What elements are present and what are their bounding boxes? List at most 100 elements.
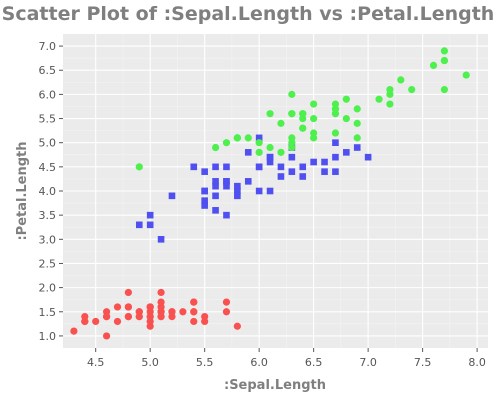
data-point — [212, 178, 219, 185]
data-point — [375, 95, 383, 103]
data-point — [299, 173, 307, 180]
y-tick-label: 7.0 — [39, 40, 57, 53]
y-axis-ticks: 1.0 1.5 2.0 2.5 3.0 3.5 4.0 4.5 5.0 5.5 6.0 6.5 7.0 — [39, 40, 63, 343]
data-point — [353, 134, 361, 142]
data-point — [201, 168, 208, 175]
data-point — [440, 56, 449, 65]
data-point — [146, 221, 154, 229]
y-tick-label: 3.0 — [39, 233, 57, 246]
data-points — [70, 47, 470, 340]
data-point — [288, 139, 296, 147]
x-tick-label: 8.0 — [468, 356, 486, 369]
data-point — [201, 197, 208, 204]
data-point — [234, 182, 241, 190]
data-point — [321, 158, 328, 166]
x-axis-ticks: 4.5 5.0 5.5 6.0 6.5 7.0 7.5 8.0 — [87, 348, 486, 369]
data-point — [223, 163, 230, 171]
data-point — [190, 298, 198, 306]
x-axis-label: :Sepal.Length — [224, 378, 326, 393]
data-point — [81, 317, 89, 326]
data-point — [201, 202, 208, 209]
data-point — [266, 158, 274, 166]
data-point — [135, 163, 143, 171]
data-point — [386, 90, 394, 98]
y-tick-label: 6.0 — [39, 88, 57, 101]
data-point — [223, 182, 230, 190]
data-point — [212, 207, 219, 214]
data-point — [364, 153, 372, 161]
data-point — [299, 124, 307, 132]
data-point — [244, 178, 252, 185]
data-point — [168, 192, 176, 200]
data-point — [255, 134, 263, 142]
chart-title: Scatter Plot of :Sepal.Length vs :Petal.… — [2, 3, 495, 25]
data-point — [266, 143, 274, 152]
data-point — [135, 221, 143, 229]
data-point — [353, 105, 361, 113]
data-point — [222, 308, 231, 316]
y-tick-label: 1.0 — [39, 330, 57, 343]
data-point — [299, 114, 307, 123]
data-point — [332, 168, 339, 175]
data-point — [233, 134, 241, 142]
data-point — [288, 90, 296, 98]
data-point — [277, 163, 285, 171]
y-tick-label: 4.5 — [39, 161, 57, 174]
data-point — [288, 110, 296, 118]
y-tick-label: 2.0 — [39, 282, 57, 295]
data-point — [332, 153, 339, 161]
data-point — [222, 139, 231, 147]
data-point — [201, 187, 208, 195]
data-point — [310, 100, 318, 108]
data-point — [135, 313, 143, 321]
data-point — [331, 129, 340, 137]
data-point — [397, 76, 405, 84]
data-point — [266, 110, 274, 118]
data-point — [157, 288, 165, 297]
data-point — [212, 163, 219, 171]
data-point — [234, 192, 241, 200]
data-point — [266, 187, 274, 195]
data-point — [146, 211, 154, 219]
data-point — [157, 236, 165, 243]
data-point — [233, 322, 241, 330]
data-point — [244, 149, 252, 156]
data-point — [244, 134, 252, 142]
data-point — [310, 158, 317, 166]
data-point — [113, 317, 122, 326]
x-tick-label: 5.5 — [196, 356, 214, 369]
data-point — [255, 163, 263, 171]
x-tick-label: 7.0 — [359, 356, 377, 369]
data-point — [440, 47, 449, 55]
x-tick-label: 5.0 — [141, 356, 159, 369]
x-tick-label: 6.5 — [305, 356, 323, 369]
data-point — [429, 61, 438, 69]
y-tick-label: 3.5 — [39, 209, 57, 222]
x-tick-label: 4.5 — [87, 356, 105, 369]
data-point — [234, 187, 241, 195]
data-point — [168, 308, 176, 316]
data-point — [277, 119, 285, 127]
data-point — [222, 298, 231, 306]
data-point — [342, 114, 350, 123]
data-point — [190, 163, 198, 171]
data-point — [299, 163, 307, 171]
data-point — [353, 144, 361, 151]
data-point — [211, 143, 220, 152]
data-point — [92, 317, 100, 326]
data-point — [331, 105, 340, 113]
data-point — [113, 303, 122, 311]
data-point — [255, 148, 263, 156]
data-point — [310, 114, 318, 123]
data-point — [70, 327, 78, 335]
y-tick-label: 2.5 — [39, 257, 57, 270]
y-tick-label: 5.5 — [39, 113, 57, 126]
y-tick-label: 6.5 — [39, 64, 57, 77]
data-point — [124, 288, 132, 297]
data-point — [266, 153, 274, 161]
data-point — [179, 308, 187, 316]
data-point — [440, 85, 449, 94]
data-point — [343, 149, 350, 156]
